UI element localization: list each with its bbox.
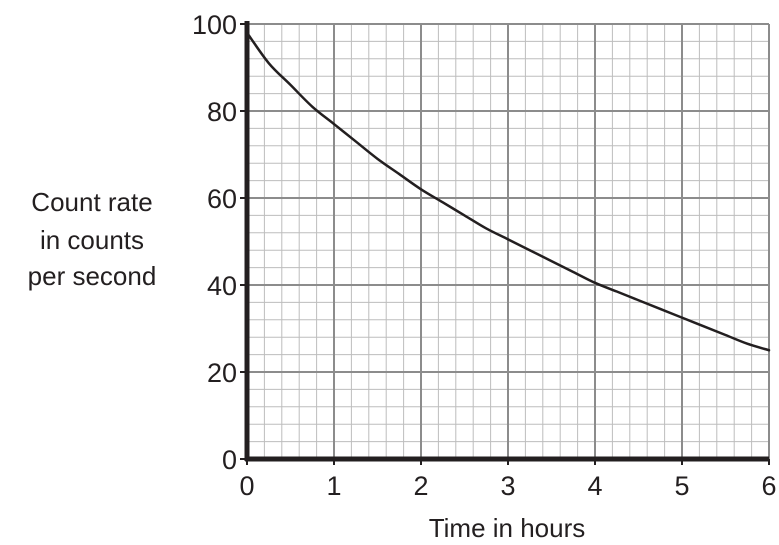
y-tick-label: 40 <box>207 271 237 301</box>
major-grid <box>247 23 770 459</box>
x-tick-label: 6 <box>761 471 776 501</box>
x-tick-label: 2 <box>413 471 428 501</box>
y-tick-label: 0 <box>222 445 237 475</box>
x-tick-label: 0 <box>239 471 254 501</box>
y-axis-label-line-2: in counts <box>40 225 144 255</box>
decay-curve <box>245 31 771 352</box>
x-tick-label: 4 <box>587 471 602 501</box>
y-axis-label-line-1: Count rate <box>31 187 152 217</box>
y-tick-label: 20 <box>207 358 237 388</box>
y-axis-label-line-3: per second <box>28 261 157 291</box>
y-tick-label: 100 <box>192 10 237 40</box>
y-tick-label: 80 <box>207 97 237 127</box>
x-tick-label: 5 <box>674 471 689 501</box>
x-axis-label: Time in hours <box>429 513 586 543</box>
x-tick-label: 1 <box>326 471 341 501</box>
axes <box>240 21 770 465</box>
y-tick-label: 60 <box>207 184 237 214</box>
x-tick-label: 3 <box>500 471 515 501</box>
curve-layer <box>245 31 771 352</box>
